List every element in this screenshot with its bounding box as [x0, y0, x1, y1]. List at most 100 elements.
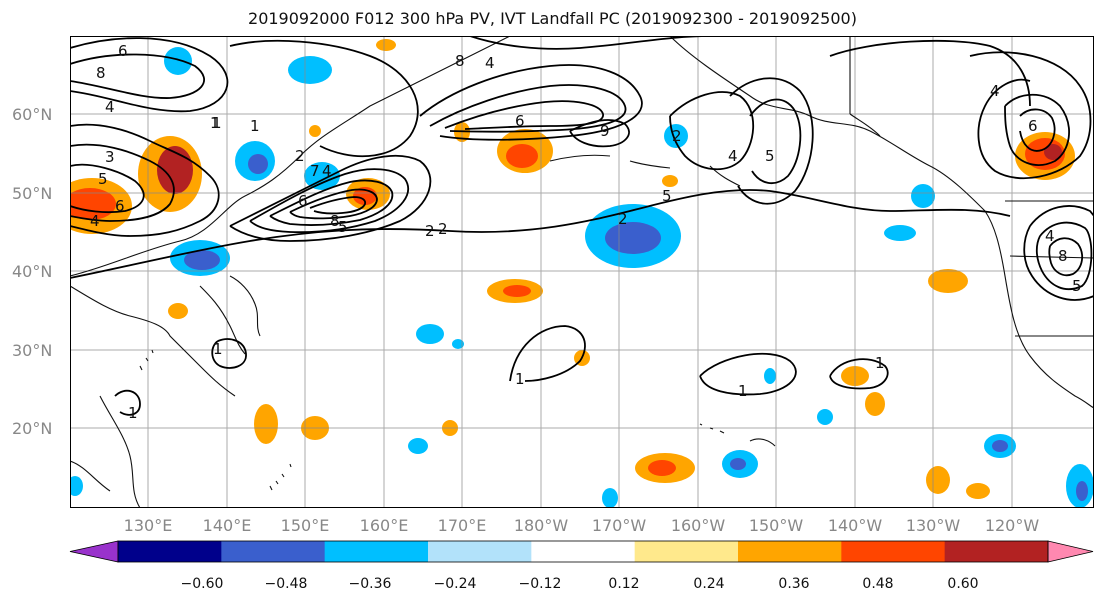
colorbar-segment — [738, 541, 842, 562]
lat-tick-label: 40°N — [12, 262, 52, 281]
anomaly-blob — [506, 144, 538, 168]
lon-tick-label: 140°E — [203, 516, 252, 535]
colorbar-tick-label: 0.60 — [947, 576, 978, 592]
lat-tick-label: 50°N — [12, 184, 52, 203]
anomaly-blob — [602, 488, 618, 508]
contour-label: 8 — [330, 212, 340, 230]
anomaly-blob — [817, 409, 833, 425]
anomaly-blob — [926, 466, 950, 494]
contour-label: 6 — [298, 192, 308, 210]
contour-label: 5 — [662, 187, 672, 205]
anomaly-blob — [416, 324, 444, 344]
contour-label: 1 — [250, 117, 260, 135]
contour-label: 6 — [515, 112, 525, 130]
anomaly-blob — [928, 269, 968, 293]
contour-label: 4 — [90, 212, 100, 230]
colorbar-tick-label: 0.48 — [862, 576, 893, 592]
anomaly-blob — [376, 39, 396, 51]
anomaly-blob — [664, 124, 688, 148]
colorbar-segment — [118, 541, 222, 562]
contour-label: 6 — [1028, 117, 1038, 135]
negative-anomaly-shading — [70, 47, 1094, 508]
contour-label: 1 — [875, 354, 885, 372]
colorbar-tick-label: −0.36 — [349, 576, 392, 592]
contour-labels: 6 8 4 3 5 6 4 2 1 2 4 5 6 7 8 2 1 6 9 8 … — [90, 42, 1082, 422]
contour-label: 5 — [765, 147, 775, 165]
contour-label: 5 — [338, 218, 348, 236]
contour-label: 4 — [1045, 227, 1055, 245]
contour-label: 1 — [128, 404, 138, 422]
anomaly-blob — [605, 222, 661, 254]
contour-label: 1 — [213, 340, 223, 358]
contour-label: 3 — [105, 148, 115, 166]
lon-tick-label: 180°W — [514, 516, 569, 535]
colorbar-extend-min — [69, 540, 119, 563]
contour-label: 1 — [738, 382, 748, 400]
contour-label: 4 — [105, 98, 115, 116]
colorbar-frame — [117, 540, 1049, 563]
lat-tick-label: 60°N — [12, 105, 52, 124]
colorbar-tick-labels: −0.60 −0.48 −0.36 −0.24 −0.12 0.12 0.24 … — [181, 576, 979, 592]
anomaly-blob — [157, 146, 193, 194]
lon-tick-label: 130°W — [906, 516, 961, 535]
colorbar-segment — [221, 541, 326, 562]
contour-label: 2 — [672, 127, 682, 145]
colorbar-segments — [69, 540, 1094, 563]
contour-label: 8 — [1058, 247, 1068, 265]
anomaly-blob — [730, 458, 746, 470]
colorbar-segment — [324, 541, 429, 562]
latitude-labels: 20°N 30°N 40°N 50°N 60°N — [12, 105, 52, 438]
colorbar-tick-label: 0.36 — [778, 576, 809, 592]
anomaly-blob — [304, 162, 340, 190]
lon-tick-label: 160°W — [671, 516, 726, 535]
contour-label: 2 — [295, 147, 305, 165]
anomaly-blob — [1044, 144, 1062, 160]
lon-tick-label: 150°W — [749, 516, 804, 535]
colorbar-tick-label: −0.48 — [265, 576, 308, 592]
contour-label: 6 — [115, 197, 125, 215]
contour-label: 4 — [485, 54, 495, 72]
graticule — [70, 36, 1094, 508]
anomaly-blob — [164, 47, 192, 75]
contour-label: 2 — [618, 210, 628, 228]
anomaly-blob — [184, 250, 220, 270]
pv-contours — [70, 36, 1094, 416]
contour-label: 1 — [210, 114, 220, 132]
anomaly-blob — [648, 460, 676, 476]
anomaly-blob — [70, 476, 83, 496]
anomaly-blob — [288, 56, 332, 84]
anomaly-blob — [884, 225, 916, 241]
anomaly-blob — [662, 175, 678, 187]
map-panel: 6 8 4 3 5 6 4 2 1 2 4 5 6 7 8 2 1 6 9 8 … — [70, 36, 1094, 508]
contour-label: 5 — [98, 170, 108, 188]
contour-label: 9 — [600, 122, 610, 140]
contour-label: 5 — [1072, 277, 1082, 295]
contour-label: 4 — [322, 162, 332, 180]
colorbar-tick-label: −0.12 — [519, 576, 562, 592]
contour-label: 6 — [118, 42, 128, 60]
contour-label: 8 — [96, 64, 106, 82]
lon-tick-label: 160°E — [360, 516, 409, 535]
contour-label: 2 — [425, 222, 435, 240]
anomaly-blob — [992, 440, 1008, 452]
contour-label: 1 — [212, 114, 222, 132]
contour-label: 1 — [515, 370, 525, 388]
contour-label: 7 — [310, 162, 320, 180]
colorbar-segment — [428, 541, 532, 562]
colorbar-segment — [531, 541, 636, 562]
colorbar-tick-label: −0.24 — [434, 576, 477, 592]
anomaly-blob — [1076, 481, 1088, 501]
anomaly-blob — [309, 125, 321, 137]
lon-tick-label: 120°W — [985, 516, 1040, 535]
anomaly-blob — [911, 184, 935, 208]
anomaly-blob — [865, 392, 885, 416]
anomaly-blob — [254, 404, 278, 444]
lat-tick-label: 20°N — [12, 419, 52, 438]
anomaly-blob — [168, 303, 188, 319]
anomaly-blob — [248, 154, 268, 174]
figure-title: 2019092000 F012 300 hPa PV, IVT Landfall… — [248, 9, 857, 28]
lon-tick-label: 150°E — [281, 516, 330, 535]
lat-tick-label: 30°N — [12, 341, 52, 360]
anomaly-blob — [408, 438, 428, 454]
anomaly-blob — [503, 285, 531, 297]
